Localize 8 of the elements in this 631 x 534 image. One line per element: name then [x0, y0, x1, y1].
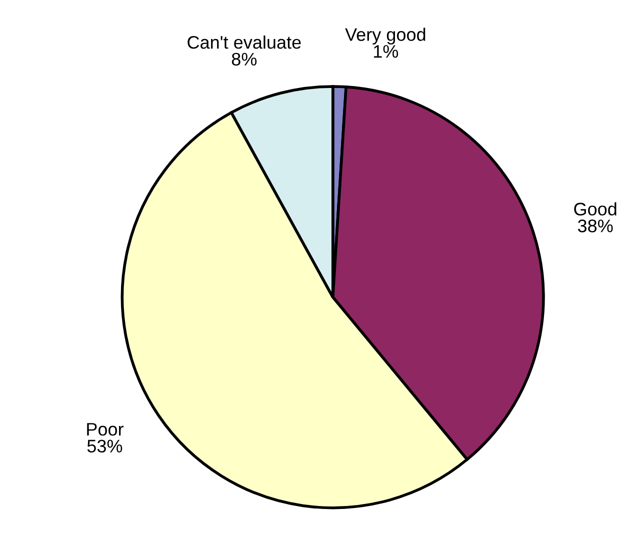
slice-label: Good [574, 202, 616, 216]
slice-label: Poor [87, 423, 124, 436]
data-label: 8% [232, 52, 257, 66]
data-label: 53% [87, 440, 122, 453]
data-label: 1% [374, 45, 398, 58]
slice-label: Very good [345, 28, 426, 45]
slice-label: Can't evaluate [188, 36, 301, 49]
data-label: 38% [578, 220, 613, 232]
